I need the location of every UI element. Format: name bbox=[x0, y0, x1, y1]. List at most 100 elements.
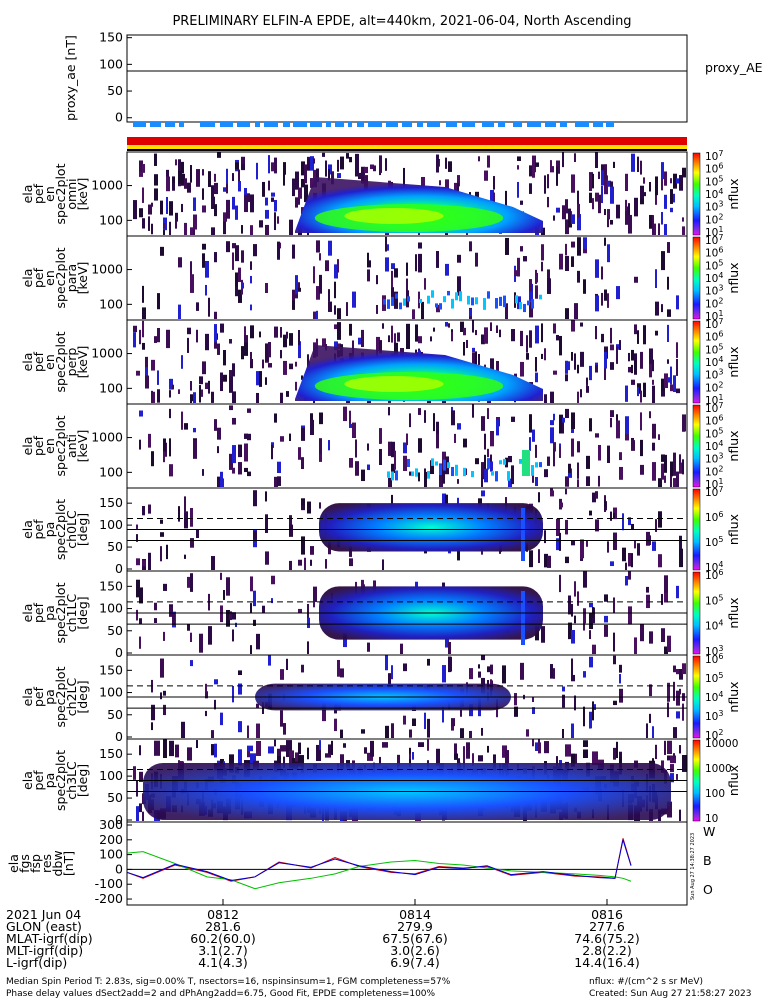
fgm-coverage-segment bbox=[335, 122, 344, 127]
spectrogram-pixel bbox=[250, 603, 252, 613]
spectrogram-pixel bbox=[361, 329, 364, 348]
spectrogram-pixel bbox=[619, 751, 622, 762]
spectrogram-pixel bbox=[193, 197, 196, 211]
spectrogram-pixel bbox=[568, 208, 571, 226]
spectrogram-pixel bbox=[280, 392, 283, 403]
energy-band-pixel bbox=[407, 296, 410, 302]
spectrogram-pixel bbox=[229, 611, 232, 621]
spectrogram-pixel bbox=[505, 750, 509, 764]
spectrogram-pixel bbox=[559, 532, 561, 551]
spectrogram-pixel bbox=[670, 475, 672, 487]
spectrogram-pixel bbox=[382, 559, 384, 570]
spectrogram-pixel bbox=[184, 496, 186, 514]
spectrogram-pixel bbox=[673, 452, 676, 469]
energy-band-pixel bbox=[483, 298, 486, 310]
spectrogram-pixel bbox=[355, 160, 359, 177]
spectrogram-pixel bbox=[436, 154, 439, 173]
spectrogram-pixel bbox=[496, 419, 499, 436]
ylabel-line: omni bbox=[64, 178, 79, 209]
spectrogram-pixel bbox=[268, 363, 272, 368]
spectrogram-pixel bbox=[283, 168, 285, 186]
spectrogram-pixel bbox=[427, 718, 430, 738]
spectrogram-pixel bbox=[274, 212, 276, 231]
spectrogram-pixel bbox=[139, 329, 141, 345]
spectrogram-pixel bbox=[607, 218, 609, 228]
spectrogram-pixel bbox=[604, 164, 607, 180]
spectrogram-pixel bbox=[682, 226, 685, 235]
spectrogram-pixel bbox=[577, 364, 579, 374]
spectrogram-pixel bbox=[598, 171, 600, 180]
spectrogram-pixel bbox=[214, 679, 218, 685]
spectrogram-pixel bbox=[679, 535, 682, 554]
spectrogram-pixel bbox=[616, 204, 620, 219]
spectrogram-pixel bbox=[196, 529, 199, 539]
orbit-value: 67.5(67.6) bbox=[382, 931, 448, 946]
spectrogram-pixel bbox=[169, 464, 173, 477]
spectrogram-pixel bbox=[238, 181, 241, 192]
spectrogram-pixel bbox=[178, 170, 182, 184]
spectrogram-pixel bbox=[475, 458, 479, 465]
ylabel-line: dbw bbox=[50, 850, 65, 876]
spectrogram-pixel bbox=[235, 622, 237, 628]
spectrogram-pixel bbox=[202, 188, 204, 200]
fgm-coverage-segment bbox=[237, 122, 250, 127]
spectrogram-pixel bbox=[661, 251, 665, 271]
spectrogram-pixel bbox=[565, 374, 568, 382]
energy-band-pixel bbox=[439, 303, 442, 310]
spectrogram-pixel bbox=[451, 718, 455, 727]
spectrogram-pixel bbox=[283, 162, 286, 175]
spectrogram-pixel bbox=[391, 665, 393, 680]
spectrogram-pixel bbox=[286, 331, 288, 339]
spectrogram-pixel bbox=[367, 642, 370, 652]
orbit-value: 6.9(7.4) bbox=[390, 955, 440, 970]
ylabel-line: pef bbox=[31, 183, 46, 204]
y-tick-label: 1000 bbox=[91, 262, 123, 277]
ylabel-line: pef bbox=[31, 770, 46, 791]
spectrogram-pixel bbox=[562, 694, 565, 708]
spectrogram-pixel bbox=[241, 346, 244, 360]
energy-band-pixel bbox=[475, 297, 478, 305]
y-tick-label: 0 bbox=[115, 812, 123, 827]
spectrogram-pixel bbox=[307, 617, 310, 629]
spectrogram-pixel bbox=[292, 244, 295, 259]
spectrogram-pixel bbox=[190, 573, 193, 592]
spectrogram-pixel bbox=[469, 241, 472, 252]
spectrogram-pixel bbox=[409, 753, 411, 760]
spectrogram-pixel bbox=[460, 709, 462, 717]
spectrogram-pixel bbox=[190, 507, 193, 527]
spectrogram-pixel bbox=[667, 324, 669, 342]
orbit-row-label: L-igrf(dip) bbox=[6, 955, 68, 970]
energy-band-pixel bbox=[383, 298, 386, 305]
spectrogram-pixel bbox=[454, 753, 458, 760]
energy-band-pixel bbox=[499, 296, 502, 306]
spectrogram-pixel bbox=[298, 187, 302, 199]
spectrogram-pixel bbox=[676, 668, 679, 675]
spectrogram-pixel bbox=[406, 323, 410, 341]
spectrogram-pixel bbox=[607, 180, 611, 187]
spectrogram-pixel bbox=[406, 333, 410, 350]
spectrogram-pixel bbox=[664, 454, 667, 473]
spectrogram-pixel bbox=[616, 286, 620, 300]
spectrogram-pixel bbox=[604, 289, 607, 301]
spectrogram-pixel bbox=[577, 190, 579, 210]
spectrogram-pixel bbox=[463, 327, 466, 336]
spectrogram-pixel bbox=[676, 358, 678, 376]
spectrogram-pixel bbox=[637, 156, 639, 173]
colorbar-label: nflux bbox=[726, 430, 741, 461]
spectrogram-pixel bbox=[418, 472, 420, 482]
spectrogram-pixel bbox=[550, 166, 554, 173]
y-tick-label: 100 bbox=[99, 517, 123, 532]
spectrogram-pixel bbox=[226, 199, 230, 219]
spectrogram-pixel bbox=[610, 511, 612, 521]
spectrogram-pixel bbox=[226, 609, 230, 627]
spectrogram-pixel bbox=[484, 433, 486, 450]
y-tick-label: 0 bbox=[115, 861, 123, 876]
spectrogram-pixel bbox=[466, 339, 468, 349]
energy-band-pixel bbox=[435, 461, 438, 466]
spectrogram-pixel bbox=[253, 619, 256, 626]
spectrogram-pixel bbox=[559, 502, 563, 508]
spectrogram-pixel bbox=[283, 756, 285, 769]
